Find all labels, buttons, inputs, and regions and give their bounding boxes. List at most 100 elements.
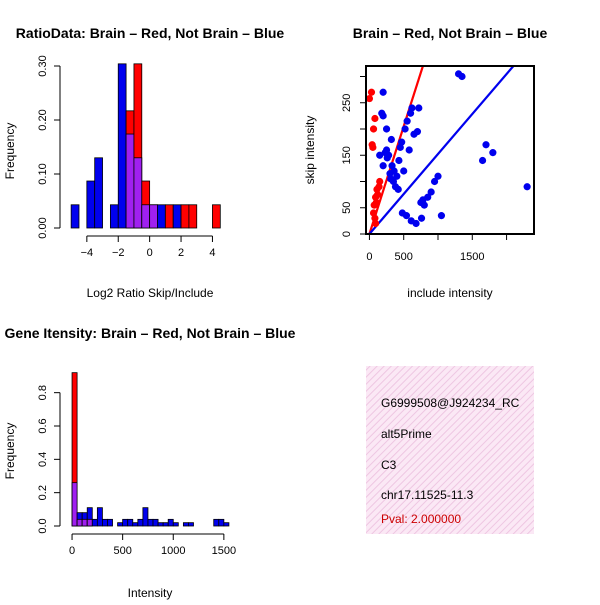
ratio-histogram-xlabel: Log2 Ratio Skip/Include — [87, 286, 214, 300]
info-line-id: G6999508@J924234_RC — [381, 396, 520, 410]
info-panel-background — [366, 366, 534, 534]
intensity-bar — [137, 518, 144, 527]
ratio-histogram-bars — [70, 63, 221, 229]
info-line-type: alt5Prime — [381, 427, 432, 441]
ratio-overlap-bar — [149, 204, 158, 229]
scatter-y-tick-label: 250 — [341, 94, 353, 112]
not-brain-point — [400, 167, 408, 175]
scatter-x-tick-label: 500 — [395, 251, 413, 263]
not-brain-point — [379, 162, 387, 170]
not-brain-point — [427, 188, 435, 196]
not-brain-point — [395, 156, 403, 165]
ratio-x-tick-label: 4 — [209, 247, 215, 259]
scatter-axes: 0 500 1500 0 50 150 250 — [341, 65, 535, 263]
intensity-overlap-bar — [76, 518, 83, 527]
ratio-histogram-ylabel: Frequency — [3, 123, 17, 180]
not-brain-point — [478, 156, 487, 165]
intensity-bar — [142, 507, 149, 527]
ratio-bar — [180, 204, 190, 229]
intensity-bar — [157, 522, 164, 527]
intensity-y-tick-label: 0.2 — [37, 485, 49, 500]
not-brain-point — [482, 141, 490, 149]
intensity-histogram-xlabel: Intensity — [128, 586, 173, 600]
intensity-y-tick-label: 0.8 — [37, 385, 49, 400]
not-brain-point — [523, 183, 531, 191]
info-line-cluster: C3 — [381, 458, 397, 472]
ratio-x-tick-label: −2 — [112, 247, 125, 259]
not-brain-point — [413, 128, 422, 136]
ratio-histogram-title: RatioData: Brain – Red, Not Brain – Blue — [16, 25, 285, 41]
ratio-y-tick-label: 0.10 — [37, 163, 49, 184]
scatter-x-tick-label: 0 — [366, 251, 372, 263]
not-brain-point — [401, 125, 409, 133]
not-brain-point — [403, 117, 411, 125]
ratio-bar — [188, 204, 198, 229]
intensity-histogram-bars — [71, 372, 230, 527]
not-brain-point — [382, 125, 391, 133]
intensity-bar — [127, 518, 134, 527]
intensity-bar — [152, 518, 159, 527]
ratio-bar — [86, 180, 96, 229]
ratio-x-tick-label: 2 — [178, 247, 184, 259]
not-brain-point — [412, 219, 420, 228]
not-brain-point — [398, 138, 406, 146]
not-brain-point — [394, 185, 402, 193]
not-brain-point — [376, 151, 384, 159]
ratio-bar — [117, 63, 127, 229]
intensity-histogram-panel: Gene Itensity: Brain – Red, Not Brain – … — [3, 325, 296, 600]
scatter-fit-lines — [368, 66, 515, 234]
ratio-x-tick-label: 0 — [147, 247, 153, 259]
not-brain-point — [405, 146, 413, 154]
info-panel: G6999508@J924234_RC alt5Prime C3 chr17.1… — [366, 366, 534, 534]
intensity-histogram-axes: 0.0 0.2 0.4 0.6 0.8 0 500 1000 1500 — [37, 385, 236, 557]
not-brain-point — [415, 104, 423, 112]
intensity-bar — [172, 522, 179, 527]
brain-point — [370, 201, 378, 209]
intensity-bar — [188, 522, 194, 527]
scatter-plot-frame — [365, 65, 535, 235]
intensity-x-tick-label: 500 — [113, 545, 131, 557]
intensity-y-tick-label: 0.6 — [37, 418, 49, 433]
intensity-bar — [223, 522, 230, 527]
ratio-overlap-bar — [125, 133, 135, 229]
brain-point — [372, 219, 380, 228]
scatter-y-tick-label: 150 — [341, 146, 353, 164]
brain-fit-line — [368, 66, 424, 234]
ratio-bar — [157, 204, 166, 229]
intensity-bar — [213, 518, 220, 527]
intensity-overlap-bar — [71, 482, 78, 527]
ratio-histogram-axes: 0.00 0.10 0.20 0.30 −4 −2 0 2 4 — [37, 55, 216, 259]
ratio-bar — [164, 204, 174, 229]
not-brain-point — [458, 72, 466, 81]
not-brain-point — [408, 104, 416, 112]
intensity-bar — [102, 518, 108, 527]
not-brain-fit-line — [368, 66, 515, 234]
intensity-bar — [162, 522, 169, 527]
brain-point — [367, 88, 376, 96]
not-brain-point — [387, 175, 395, 183]
ratio-overlap-bar — [141, 204, 151, 229]
info-pval: Pval: 2.000000 — [381, 512, 461, 526]
ratio-bar — [70, 204, 80, 229]
brain-point — [369, 125, 378, 133]
intensity-overlap-bar — [86, 518, 93, 527]
scatter-x-tick-label: 1500 — [460, 251, 484, 263]
intensity-bar — [107, 518, 113, 527]
not-brain-point — [437, 212, 446, 220]
ratio-bar — [172, 204, 182, 229]
brain-point — [375, 183, 383, 191]
ratio-y-tick-label: 0.00 — [37, 217, 49, 238]
brain-point — [368, 141, 376, 149]
ratio-bar — [109, 204, 119, 229]
intensity-overlap-bar — [81, 518, 88, 527]
brain-point — [371, 214, 379, 222]
intensity-bar — [167, 518, 174, 527]
not-brain-point — [430, 177, 439, 186]
not-brain-point — [424, 193, 432, 201]
brain-point — [376, 177, 384, 186]
not-brain-point — [489, 149, 497, 157]
brain-point — [365, 94, 374, 103]
not-brain-point — [381, 149, 389, 157]
intensity-bar — [182, 522, 189, 527]
not-brain-point — [434, 172, 442, 180]
